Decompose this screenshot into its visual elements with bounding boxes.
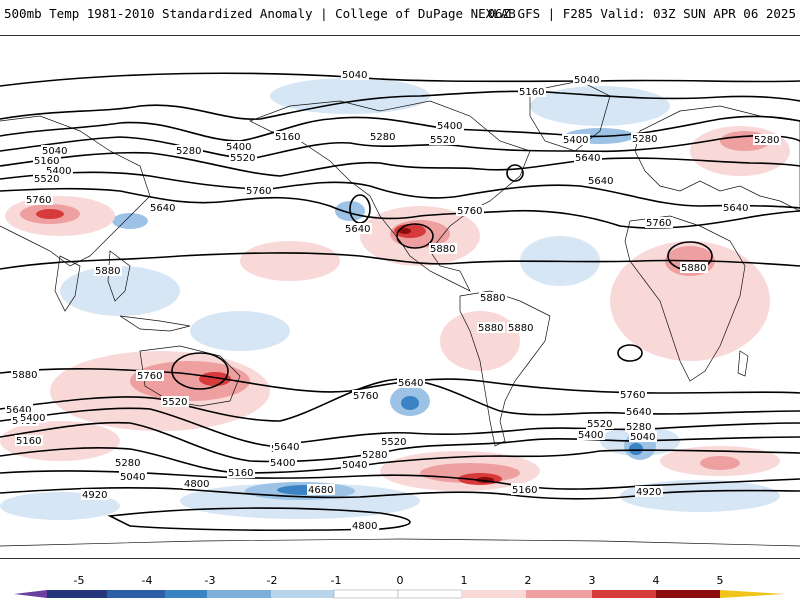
- contour-label: 5280: [370, 132, 395, 143]
- contour-label: 5400: [270, 458, 295, 469]
- contour-label: 5880: [430, 244, 455, 255]
- contour-label: 5880: [12, 370, 37, 381]
- contour-label: 4800: [184, 479, 209, 490]
- contour-label: 5520: [162, 397, 187, 408]
- contour-label: 5040: [574, 75, 599, 86]
- contour-label: 5760: [620, 390, 645, 401]
- contour-label: 5400: [437, 121, 462, 132]
- contour-label: 5760: [246, 186, 271, 197]
- colorbar-tick-label: 0: [397, 574, 404, 587]
- contour-label: 5640: [6, 405, 31, 416]
- contour-label: 5400: [578, 430, 603, 441]
- contour-label: 5640: [150, 203, 175, 214]
- contour-label: 5520: [587, 419, 612, 430]
- contour-label: 5280: [115, 458, 140, 469]
- contour-label: 5280: [362, 450, 387, 461]
- contour-label: 5640: [345, 224, 370, 235]
- contour-label: 5280: [632, 134, 657, 145]
- colorbar-tick-label: 3: [589, 574, 596, 587]
- contour-label: 5520: [230, 153, 255, 164]
- contour-label: 5760: [353, 391, 378, 402]
- contour-label: 5280: [754, 135, 779, 146]
- contour-label: 5280: [626, 422, 651, 433]
- contour-label: 5280: [176, 146, 201, 157]
- contour-label: 5640: [588, 176, 613, 187]
- contour-label: 5400: [563, 135, 588, 146]
- contour-label: 5160: [275, 132, 300, 143]
- colorbar: -5 -4 -3 -2 -1 0 1 2 3 4 5: [0, 570, 800, 600]
- contour-label: 5040: [342, 70, 367, 81]
- contour-label: 5880: [508, 323, 533, 334]
- contour-label: 4680: [308, 485, 333, 496]
- contour-label: 5160: [519, 87, 544, 98]
- contour-label: 5640: [398, 378, 423, 389]
- contour-label: 5160: [228, 468, 253, 479]
- contour-label: 5880: [478, 323, 503, 334]
- contour-label: 5640: [626, 407, 651, 418]
- contour-label: 5160: [512, 485, 537, 496]
- contour-label: 5520: [430, 135, 455, 146]
- contour-label: 5160: [34, 156, 59, 167]
- contour-label: 5760: [26, 195, 51, 206]
- contour-label: 5400: [20, 413, 45, 424]
- contour-label: 5400: [226, 142, 251, 153]
- anomaly-map: 5040 5040 5160 5280 5400 5520 5400 5640 …: [0, 35, 800, 559]
- contour-label: 5040: [120, 472, 145, 483]
- colorbar-tick-label: -1: [331, 574, 342, 587]
- contour-label: 5400: [46, 166, 71, 177]
- coastlines: [0, 80, 800, 547]
- colorbar-tick-label: 4: [653, 574, 660, 587]
- colorbar-ticks: -5 -4 -3 -2 -1 0 1 2 3 4 5: [74, 574, 724, 587]
- contour-label: 5640: [274, 442, 299, 453]
- contour-label: 5520: [381, 437, 406, 448]
- anomaly-shading: [0, 78, 790, 520]
- colorbar-tick-label: 1: [461, 574, 468, 587]
- map-title: 500mb Temp 1981-2010 Standardized Anomal…: [4, 6, 516, 21]
- colorbar-swatches: [14, 589, 785, 599]
- colorbar-tick-label: -3: [205, 574, 216, 587]
- contour-label: 5160: [16, 436, 41, 447]
- contour-label: 5880: [681, 263, 706, 274]
- contour-label: 5880: [480, 293, 505, 304]
- contour-label: 5760: [137, 371, 162, 382]
- model-run-info: 06Z GFS | F285 Valid: 03Z SUN APR 06 202…: [487, 6, 796, 21]
- contour-label: 5040: [42, 146, 67, 157]
- colorbar-tick-label: -2: [267, 574, 278, 587]
- contour-label: 5880: [95, 266, 120, 277]
- contour-label: 5640: [575, 153, 600, 164]
- colorbar-tick-label: -5: [74, 574, 85, 587]
- contour-label: 4920: [82, 490, 107, 501]
- colorbar-tick-label: 5: [717, 574, 724, 587]
- contour-label: 5520: [34, 174, 59, 185]
- contour-label: 4920: [636, 487, 661, 498]
- contour-label: 5640: [723, 203, 748, 214]
- contour-label: 5760: [457, 206, 482, 217]
- colorbar-tick-label: -4: [142, 574, 153, 587]
- colorbar-tick-label: 2: [525, 574, 532, 587]
- contour-label: 4800: [352, 521, 377, 532]
- contour-label: 5040: [342, 460, 367, 471]
- contour-labels: 5040 5040 5160 5280 5400 5520 5400 5640 …: [5, 69, 781, 532]
- height-contours: [0, 72, 800, 532]
- contour-label: 5760: [646, 218, 671, 229]
- contour-label: 5040: [630, 432, 655, 443]
